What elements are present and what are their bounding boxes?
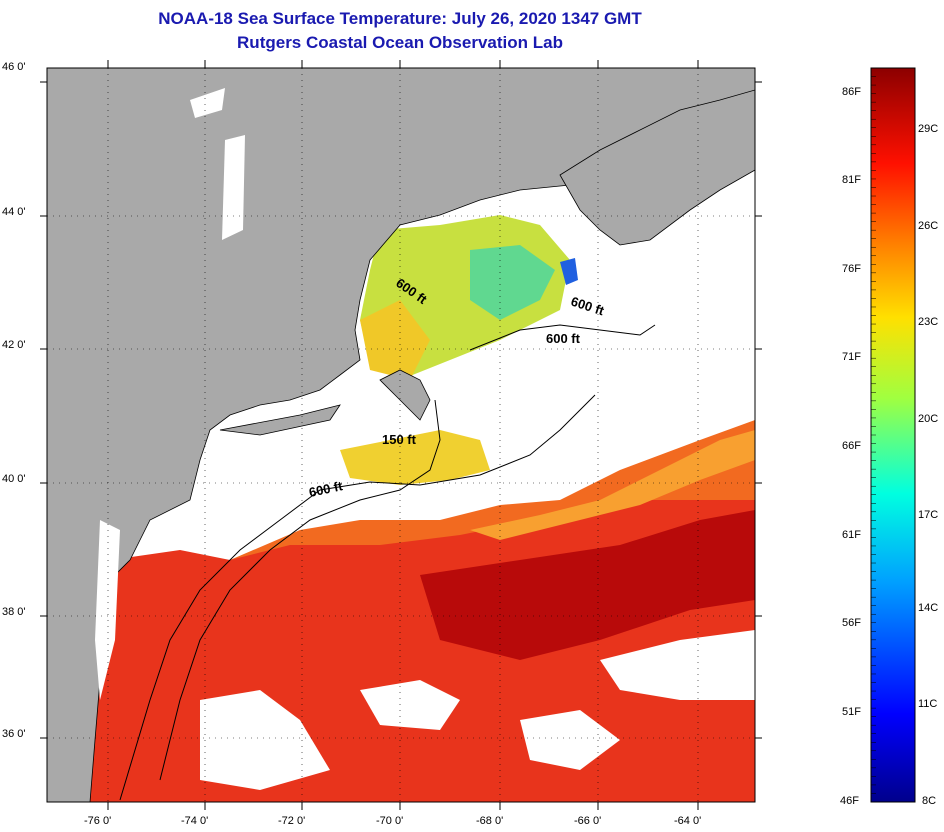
cool-patch xyxy=(470,245,555,320)
cloud-gap xyxy=(520,710,620,770)
colorbar-f-label: 61F xyxy=(842,529,861,541)
lon-label: -64 0' xyxy=(674,815,702,827)
colorbar-f-label: 46F xyxy=(840,795,859,807)
colorbar-f-label: 86F xyxy=(842,86,861,98)
colorbar-scale xyxy=(870,67,916,803)
chesapeake-bay xyxy=(95,520,120,700)
land-cape-cod xyxy=(379,369,431,421)
lat-label: 38 0' xyxy=(2,606,26,618)
cold-patch xyxy=(560,258,578,285)
map-subtitle: Rutgers Coastal Ocean Observation Lab xyxy=(237,33,563,52)
colorbar-f-label: 76F xyxy=(842,263,861,275)
contour-600ft-north xyxy=(469,324,656,351)
lon-label: -76 0' xyxy=(84,815,112,827)
contour-600ft xyxy=(119,394,596,801)
lat-label: 36 0' xyxy=(2,728,26,740)
lake xyxy=(190,88,225,118)
lon-label: -74 0' xyxy=(181,815,209,827)
colorbar-f-label: 71F xyxy=(842,351,861,363)
cloud-gap xyxy=(360,680,460,730)
colorbar-c-label: 14C xyxy=(918,602,939,614)
lat-label: 46 0' xyxy=(2,61,26,73)
lon-label: -66 0' xyxy=(574,815,602,827)
colorbar-f-label: 81F xyxy=(842,174,861,186)
graticule xyxy=(47,68,755,802)
cloud-gap xyxy=(600,630,755,700)
lat-label: 44 0' xyxy=(2,206,26,218)
colorbar-ticks xyxy=(871,67,876,803)
lat-label: 40 0' xyxy=(2,473,26,485)
colorbar-c-label: 26C xyxy=(918,220,939,232)
lat-label: 42 0' xyxy=(2,339,26,351)
map-frame xyxy=(46,67,756,803)
lon-label: -68 0' xyxy=(476,815,504,827)
colorbar-c-label: 23C xyxy=(918,316,939,328)
contour-150ft xyxy=(159,399,441,781)
map-title: NOAA-18 Sea Surface Temperature: July 26… xyxy=(158,9,642,28)
colorbar-c-label: 29C xyxy=(918,123,939,135)
contour-label: 150 ft xyxy=(382,432,417,447)
colorbar-f-label: 66F xyxy=(842,440,861,452)
hot-core-region xyxy=(420,510,755,660)
lon-label: -70 0' xyxy=(376,815,404,827)
colorbar-f-label: 51F xyxy=(842,706,861,718)
lake xyxy=(222,135,245,240)
land-nova-scotia xyxy=(559,89,755,246)
colorbar-c-label: 11C xyxy=(918,698,938,710)
yellow-patch xyxy=(360,300,430,380)
cloud-gap xyxy=(200,690,330,790)
orange-water-region xyxy=(230,420,755,560)
contour-label: 600 ft xyxy=(546,331,581,346)
colorbar-c-label: 20C xyxy=(918,413,939,425)
light-orange-patch xyxy=(470,430,755,540)
yellow-shelf-water xyxy=(340,430,490,485)
colorbar-c-label: 17C xyxy=(918,509,939,521)
colorbar-c-label: 8C xyxy=(922,795,937,807)
axis-ticks xyxy=(40,60,762,810)
colorbar-f-label: 56F xyxy=(842,617,861,629)
contour-label: 600 ft xyxy=(308,478,345,500)
lon-label: -72 0' xyxy=(278,815,306,827)
land-long-island xyxy=(219,404,341,436)
